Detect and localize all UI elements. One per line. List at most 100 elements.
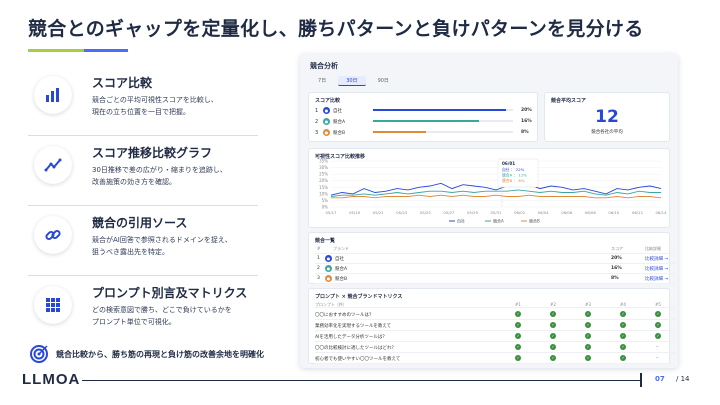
row-rank: 1 bbox=[317, 256, 320, 261]
y-tick-label: 25% bbox=[319, 172, 328, 177]
score-row: 1 ● 自社 20% bbox=[315, 107, 533, 116]
competitor-list-card: 競合一覧 # ブランド スコア 比較詳細 1 ● 自社 20% 比較詳細 → 2 ● 競合A 1… bbox=[308, 232, 675, 284]
score-bar bbox=[373, 109, 506, 111]
mention-check-icon: ✓ bbox=[550, 333, 556, 339]
table-row[interactable]: 2 ● 競合A 16% 比較詳細 → bbox=[315, 264, 675, 274]
feature-title: スコア推移比較グラフ bbox=[92, 146, 213, 160]
score-value: 16% bbox=[521, 119, 532, 124]
row-score: 8% bbox=[611, 276, 619, 281]
matrix-prompt: 業務効率化を実現するツールを教えて bbox=[315, 324, 392, 329]
page-number-total: / 14 bbox=[676, 375, 690, 383]
row-rank: 3 bbox=[317, 276, 320, 281]
x-tick-label: 06/12 bbox=[632, 210, 644, 215]
x-tick-label: 05/21 bbox=[373, 210, 385, 215]
row-brand: 競合A bbox=[335, 267, 348, 272]
brand-avatar: ● bbox=[325, 265, 332, 272]
y-tick-label: 10% bbox=[319, 191, 328, 196]
x-tick-label: 06/06 bbox=[561, 210, 573, 215]
mention-check-icon: ✓ bbox=[515, 355, 521, 361]
x-tick-label: 05/25 bbox=[420, 210, 432, 215]
callout: 競合比較から、勝ち筋の再現と負け筋の改善余地を明確化 bbox=[30, 345, 264, 363]
title-underline-green bbox=[28, 49, 84, 52]
trend-line-icon bbox=[34, 146, 72, 184]
mention-check-icon: ✓ bbox=[585, 322, 591, 328]
row-brand: 競合B bbox=[335, 277, 348, 282]
matrix-row: 〇〇におすすめのツールは？ ✓ ✓ ✓ ✓ ✓ bbox=[315, 309, 675, 320]
x-tick-label: 05/17 bbox=[326, 210, 338, 215]
x-tick-label: 06/08 bbox=[585, 210, 597, 215]
mention-check-icon: ✓ bbox=[550, 311, 556, 317]
mention-check-icon: ✓ bbox=[585, 333, 591, 339]
y-tick-label: 15% bbox=[319, 185, 328, 190]
mention-check-icon: ✓ bbox=[655, 322, 661, 328]
x-tick-label: 05/27 bbox=[443, 210, 455, 215]
competitor-list-heading: 競合一覧 bbox=[315, 238, 336, 244]
tooltip-line: 競合B ： 6% bbox=[502, 178, 525, 183]
x-tick-label: 06/04 bbox=[538, 210, 550, 215]
score-compare-card: スコア比較 1 ● 自社 20% 2 ● 競合A 16% 3 ● 競合B 8% bbox=[308, 92, 538, 142]
score-rank: 1 bbox=[315, 108, 319, 114]
matrix-row: AIを活用したデータ分析ツールは？ ✓ ✓ ✓ ✓ ✓ bbox=[315, 331, 675, 342]
footer-divider bbox=[82, 380, 640, 381]
title-underline-blue bbox=[84, 49, 128, 52]
mention-check-icon: ✓ bbox=[550, 322, 556, 328]
tab-30d[interactable]: 30日 bbox=[338, 76, 366, 86]
row-score: 20% bbox=[611, 256, 622, 261]
feature-desc: 30日推移で差の広がり・縮まりを追跡し、 改善施策の効き方を確認。 bbox=[92, 166, 227, 186]
tab-90d[interactable]: 90日 bbox=[377, 78, 389, 84]
tooltip-line: 自社 ： 22% bbox=[502, 167, 525, 172]
feature-desc: 競合ごとの平均可視性スコアを比較し、 現在の立ち位置を一目で把握。 bbox=[92, 96, 218, 116]
period-tabs: 7日 30日 90日 bbox=[310, 76, 401, 86]
mention-check-icon: ✓ bbox=[655, 311, 661, 317]
feature-list: スコア比較 競合ごとの平均可視性スコアを比較し、 現在の立ち位置を一目で把握。 ス… bbox=[28, 66, 258, 346]
matrix-prompt: 〇〇におすすめのツールは？ bbox=[315, 313, 374, 318]
score-bar bbox=[373, 120, 480, 122]
brand-avatar: ● bbox=[323, 129, 330, 136]
mention-check-icon: ✓ bbox=[620, 311, 626, 317]
matrix-row: 〇〇の比較検討に適したツールはどれ？ ✓ ✓ ✓ ✓ – bbox=[315, 342, 675, 353]
matrix-col: #1 bbox=[515, 302, 521, 307]
score-bar-track bbox=[373, 109, 513, 111]
mention-check-icon: ✓ bbox=[515, 333, 521, 339]
bar-chart-icon bbox=[34, 76, 72, 114]
feature-item: プロンプト別言及マトリクス どの検索意図で勝ち、どこで負けているかを プロンプト単… bbox=[28, 276, 258, 346]
score-rank: 3 bbox=[315, 130, 319, 136]
compare-detail-link[interactable]: 比較詳細 → bbox=[645, 267, 669, 272]
score-row: 2 ● 競合A 16% bbox=[315, 118, 533, 127]
feature-title: 競合の引用ソース bbox=[92, 216, 188, 230]
target-icon bbox=[30, 345, 48, 363]
matrix-prompt: 初心者でも使いやすい〇〇ツールを教えて bbox=[315, 357, 401, 362]
matrix-heading: プロンプト × 競合ブランドマトリクス bbox=[315, 294, 403, 300]
avg-score-sub: 競合各社の平均 bbox=[591, 130, 623, 135]
matrix-row: 業務効率化を実現するツールを教えて ✓ ✓ ✓ ✓ ✓ bbox=[315, 320, 675, 331]
col-detail: 比較詳細 bbox=[645, 246, 661, 251]
avg-score-card: 競合平均スコア 12 競合各社の平均 bbox=[544, 92, 670, 142]
y-tick-label: 0% bbox=[322, 205, 329, 210]
table-header: # ブランド スコア 比較詳細 bbox=[315, 244, 675, 254]
trend-card: 可視性スコア比較推移 35% 30% 25% 20% 15% 10% 5% 0% 05/17 05… bbox=[308, 148, 670, 228]
avg-score-value: 12 bbox=[595, 107, 619, 127]
matrix-col: #4 bbox=[620, 302, 626, 307]
mention-check-icon: ✓ bbox=[620, 355, 626, 361]
x-tick-label: 06/10 bbox=[608, 210, 620, 215]
compare-detail-link[interactable]: 比較詳細 → bbox=[645, 277, 669, 282]
mention-check-icon: ✓ bbox=[515, 322, 521, 328]
feature-title: プロンプト別言及マトリクス bbox=[92, 286, 248, 300]
mention-check-icon: ✓ bbox=[585, 355, 591, 361]
tab-7d[interactable]: 7日 bbox=[318, 78, 327, 84]
mention-check-icon: ✓ bbox=[585, 311, 591, 317]
legend-label: 自社 bbox=[457, 218, 465, 224]
matrix-row: 初心者でも使いやすい〇〇ツールを教えて ✓ ✓ ✓ ✓ – bbox=[315, 353, 675, 364]
compare-detail-link[interactable]: 比較詳細 → bbox=[645, 257, 669, 262]
table-row[interactable]: 1 ● 自社 20% 比較詳細 → bbox=[315, 254, 675, 264]
matrix-prompt: AIを活用したデータ分析ツールは？ bbox=[315, 335, 387, 340]
score-brand: 自社 bbox=[333, 109, 342, 114]
x-tick-label: 05/31 bbox=[491, 210, 503, 215]
score-row: 3 ● 競合B 8% bbox=[315, 129, 533, 138]
y-tick-label: 20% bbox=[319, 178, 328, 183]
score-bar-track bbox=[373, 120, 513, 122]
trend-chart: 35%30% 25%20% 15%10% 5% 0%05/17 05/19 05/21 05/… bbox=[319, 159, 667, 224]
mention-check-icon: ✓ bbox=[655, 333, 661, 339]
page-number-current: 07 bbox=[655, 375, 665, 383]
table-row[interactable]: 3 ● 競合B 8% 比較詳細 → bbox=[315, 274, 675, 284]
